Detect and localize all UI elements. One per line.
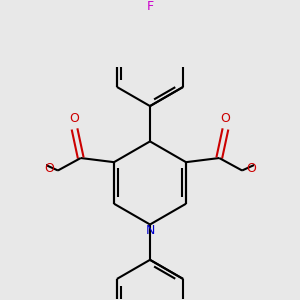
Text: O: O bbox=[246, 162, 256, 175]
Text: O: O bbox=[44, 162, 54, 175]
Text: N: N bbox=[145, 224, 155, 237]
Text: O: O bbox=[70, 112, 80, 125]
Text: O: O bbox=[220, 112, 230, 125]
Text: F: F bbox=[146, 0, 154, 13]
